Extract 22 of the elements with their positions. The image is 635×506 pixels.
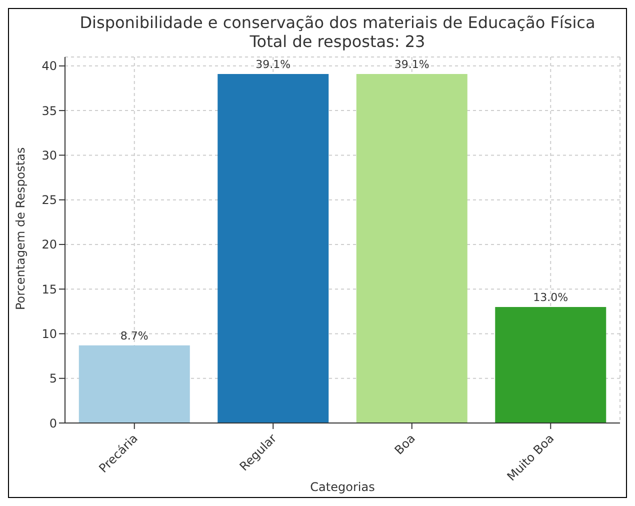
chart-title: Disponibilidade e conservação dos materiais de Educação Física xyxy=(78,13,596,32)
data-label: 39.1% xyxy=(394,58,430,71)
y-tick-label: 30 xyxy=(42,148,57,162)
bar xyxy=(218,74,329,423)
x-tick-label: Boa xyxy=(392,431,418,458)
y-tick-label: 10 xyxy=(42,326,57,341)
y-tick-label: 20 xyxy=(42,238,57,252)
bar xyxy=(78,345,190,423)
data-label: 39.1% xyxy=(256,58,291,71)
y-tick-label: 25 xyxy=(42,193,57,208)
y-axis-title: Porcentagem de Respostas xyxy=(13,147,28,310)
bar xyxy=(356,74,468,423)
bar xyxy=(495,306,606,423)
chart-subtitle: Total de respostas: 23 xyxy=(248,32,426,51)
y-tick-label: 15 xyxy=(42,282,57,296)
x-axis-title: Categorias xyxy=(310,480,375,494)
y-tick-label: 40 xyxy=(42,59,57,74)
y-tick-label: 5 xyxy=(49,372,57,386)
data-label: 13.0% xyxy=(533,290,568,304)
data-label: 8.7% xyxy=(120,329,148,342)
y-tick-label: 35 xyxy=(42,104,57,118)
y-tick-label: 0 xyxy=(49,416,57,430)
